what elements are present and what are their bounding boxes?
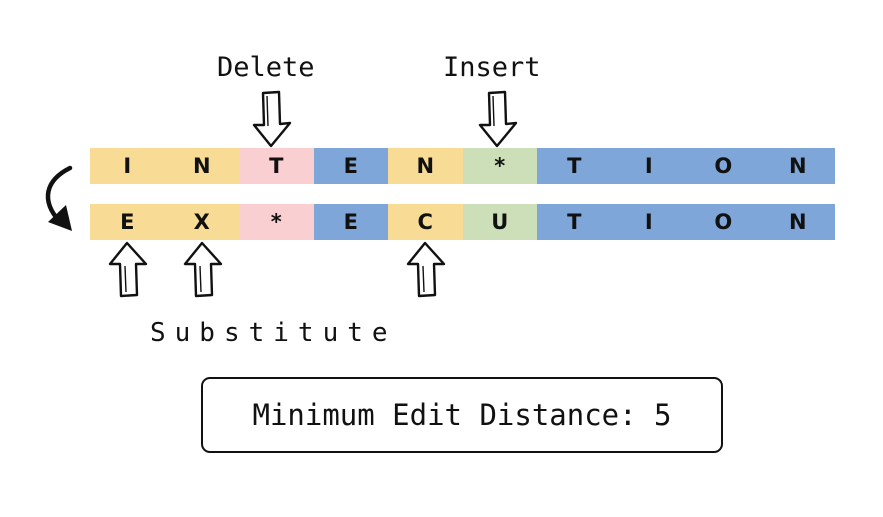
target-cell: * (239, 204, 314, 240)
delete-label: Delete (217, 52, 315, 83)
substitute-label: Substitute (150, 318, 397, 348)
delete-down-arrow-icon (252, 90, 292, 148)
source-cell: O (686, 148, 761, 184)
target-cell: T (537, 204, 612, 240)
result-text: Minimum Edit Distance: 5 (252, 398, 672, 432)
source-cell: N (164, 148, 239, 184)
source-cell: I (90, 148, 165, 184)
source-cell: N (760, 148, 835, 184)
source-cell: T (239, 148, 314, 184)
transform-curved-arrow-icon (45, 165, 73, 231)
source-cell: * (462, 148, 537, 184)
source-cell: I (611, 148, 686, 184)
substitute-up-arrow-icon (183, 241, 223, 298)
source-row: I N T E N * T I O N (90, 148, 835, 184)
substitute-up-arrow-icon (406, 241, 446, 298)
target-cell: E (90, 204, 165, 240)
substitute-up-arrow-icon (108, 241, 148, 298)
target-cell: O (686, 204, 761, 240)
target-row: E X * E C U T I O N (90, 204, 835, 240)
source-cell: E (313, 148, 388, 184)
source-cell: N (388, 148, 463, 184)
insert-label: Insert (443, 52, 541, 83)
result-box: Minimum Edit Distance: 5 (201, 377, 723, 453)
target-cell: I (611, 204, 686, 240)
target-cell: X (164, 204, 239, 240)
target-cell: U (462, 204, 537, 240)
source-cell: T (537, 148, 612, 184)
target-cell: N (760, 204, 835, 240)
insert-down-arrow-icon (478, 90, 518, 148)
target-cell: E (313, 204, 388, 240)
target-cell: C (388, 204, 463, 240)
